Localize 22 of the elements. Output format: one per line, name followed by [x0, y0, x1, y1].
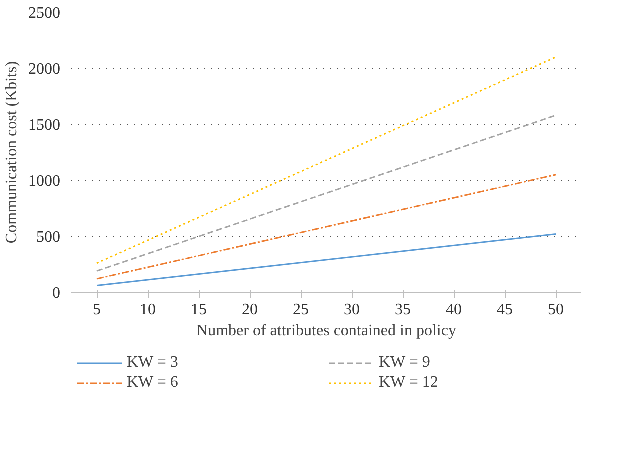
x-tick-label: 45	[497, 302, 513, 318]
y-tick-label: 2500	[28, 5, 60, 22]
y-axis-title: Communication cost (Kbits)	[4, 61, 20, 244]
x-tick-label: 50	[548, 302, 564, 318]
legend-label: KW = 6	[127, 374, 180, 392]
y-tick-label: 0	[52, 285, 60, 302]
legend-label: KW = 12	[379, 374, 440, 392]
x-tick-label: 40	[446, 302, 462, 318]
legend-label: KW = 3	[127, 354, 180, 372]
x-axis-title: Number of attributes contained in policy	[196, 322, 456, 340]
x-tick-label: 10	[140, 302, 156, 318]
x-tick-label: 5	[93, 302, 101, 318]
legend-label: KW = 9	[379, 354, 432, 372]
y-tick-label: 500	[36, 229, 60, 246]
y-tick-label: 1000	[28, 173, 60, 190]
x-tick-label: 15	[191, 302, 207, 318]
x-tick-label: 35	[395, 302, 411, 318]
x-tick-label: 30	[344, 302, 360, 318]
y-tick-label: 2000	[28, 61, 60, 78]
y-tick-label: 1500	[28, 117, 60, 134]
x-tick-label: 20	[242, 302, 258, 318]
x-tick-label: 25	[293, 302, 309, 318]
